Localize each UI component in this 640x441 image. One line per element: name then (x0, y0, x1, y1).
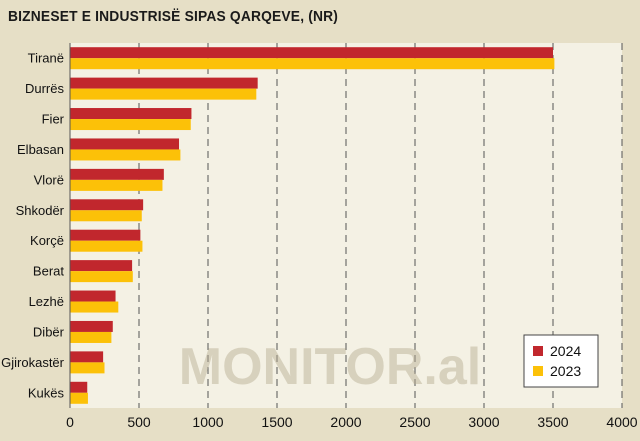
watermark: MONITOR.al (179, 338, 481, 396)
x-tick-label: 1500 (261, 414, 292, 430)
bar-2023 (70, 210, 142, 222)
category-label: Vlorë (34, 172, 64, 187)
category-label: Shkodër (16, 203, 65, 218)
bar-2023 (70, 119, 191, 131)
bar-2024 (70, 77, 258, 89)
bar-2023 (70, 301, 119, 313)
category-label: Dibër (33, 324, 65, 339)
bar-2023 (70, 392, 88, 404)
category-label: Tiranë (28, 51, 64, 66)
bar-2024 (70, 290, 116, 302)
category-label: Korçë (30, 233, 64, 248)
legend-box (523, 334, 599, 388)
legend-swatch-2024 (533, 346, 543, 356)
bar-2024 (70, 47, 553, 59)
x-tick-labels: 0 500 1000 1500 2000 2500 3000 3500 4000 (66, 414, 638, 430)
category-label: Durrës (25, 81, 65, 96)
category-labels: Tiranë Durrës Fier Elbasan Vlorë Shkodër Korçë… (1, 51, 65, 401)
category-label: Elbasan (17, 142, 64, 157)
bar-2023 (70, 362, 105, 374)
x-tick-label: 3000 (468, 414, 499, 430)
grid-lines (138, 43, 623, 408)
x-tick-label: 2500 (399, 414, 430, 430)
legend-label-2024: 2024 (550, 343, 581, 359)
category-label: Lezhë (29, 294, 64, 309)
bar-2024 (70, 108, 192, 120)
x-tick-label: 3500 (537, 414, 568, 430)
x-tick-label: 1000 (192, 414, 223, 430)
bar-2024 (70, 381, 88, 393)
x-tick-label: 4000 (606, 414, 637, 430)
x-tick-label: 2000 (330, 414, 361, 430)
legend: 2024 2023 (523, 334, 599, 388)
category-label: Gjirokastër (1, 355, 65, 370)
bar-2023 (70, 331, 112, 343)
legend-label-2023: 2023 (550, 363, 581, 379)
category-label: Berat (33, 264, 64, 279)
bar-2024 (70, 168, 164, 180)
bar-2024 (70, 138, 180, 150)
x-tick-label: 0 (66, 414, 74, 430)
bar-2023 (70, 240, 143, 252)
bar-2023 (70, 88, 257, 100)
bar-2024 (70, 320, 113, 332)
bar-2023 (70, 149, 181, 161)
legend-swatch-2023 (533, 366, 543, 376)
bar-2023 (70, 179, 163, 191)
chart-title: BIZNESET E INDUSTRISË SIPAS QARQEVE, (NR… (8, 8, 339, 25)
bar-2023 (70, 271, 133, 283)
category-label: Kukës (28, 385, 65, 400)
bar-2023 (70, 58, 555, 70)
x-tick-label: 500 (127, 414, 151, 430)
bar-2024 (70, 351, 104, 363)
bar-2024 (70, 229, 141, 241)
bar-2024 (70, 199, 144, 211)
bar-2024 (70, 260, 133, 272)
bars (70, 47, 555, 404)
category-label: Fier (42, 112, 65, 127)
